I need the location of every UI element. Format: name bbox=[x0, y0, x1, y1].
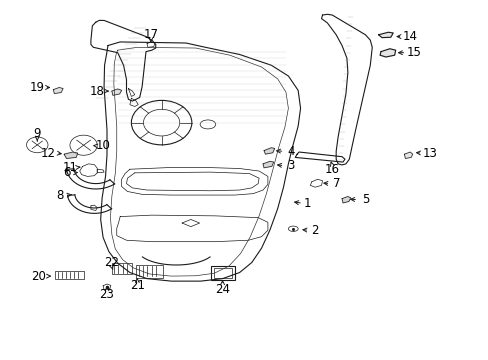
Bar bbox=[211, 266, 234, 280]
Bar bbox=[112, 263, 132, 274]
Text: 9: 9 bbox=[34, 127, 41, 140]
Text: 15: 15 bbox=[406, 46, 421, 59]
Text: 12: 12 bbox=[41, 147, 56, 159]
Text: 10: 10 bbox=[96, 139, 110, 152]
Text: 11: 11 bbox=[62, 161, 77, 174]
Text: 22: 22 bbox=[104, 256, 119, 269]
Text: 13: 13 bbox=[422, 147, 436, 159]
Text: 21: 21 bbox=[129, 279, 144, 292]
Text: 17: 17 bbox=[143, 28, 158, 41]
Text: 3: 3 bbox=[286, 159, 294, 172]
Text: 8: 8 bbox=[57, 189, 64, 202]
Polygon shape bbox=[263, 161, 273, 168]
Polygon shape bbox=[404, 152, 412, 158]
Polygon shape bbox=[378, 32, 392, 38]
Text: 18: 18 bbox=[90, 85, 104, 98]
Text: 19: 19 bbox=[30, 81, 45, 94]
Text: 5: 5 bbox=[361, 193, 368, 206]
Text: 2: 2 bbox=[311, 224, 318, 237]
Polygon shape bbox=[64, 152, 78, 158]
Text: 20: 20 bbox=[31, 270, 46, 283]
Bar bbox=[136, 265, 163, 278]
Polygon shape bbox=[341, 197, 350, 203]
Polygon shape bbox=[53, 87, 63, 94]
Text: 14: 14 bbox=[402, 30, 417, 43]
Text: 7: 7 bbox=[333, 177, 340, 190]
Text: 4: 4 bbox=[286, 145, 294, 158]
Polygon shape bbox=[379, 49, 395, 57]
Bar bbox=[214, 268, 231, 278]
Text: 24: 24 bbox=[215, 283, 229, 296]
Text: 16: 16 bbox=[324, 163, 339, 176]
Polygon shape bbox=[112, 89, 122, 95]
Text: 1: 1 bbox=[304, 197, 311, 210]
Text: 23: 23 bbox=[100, 288, 114, 301]
Bar bbox=[55, 271, 83, 279]
Text: 6: 6 bbox=[63, 166, 71, 179]
Polygon shape bbox=[264, 148, 274, 154]
